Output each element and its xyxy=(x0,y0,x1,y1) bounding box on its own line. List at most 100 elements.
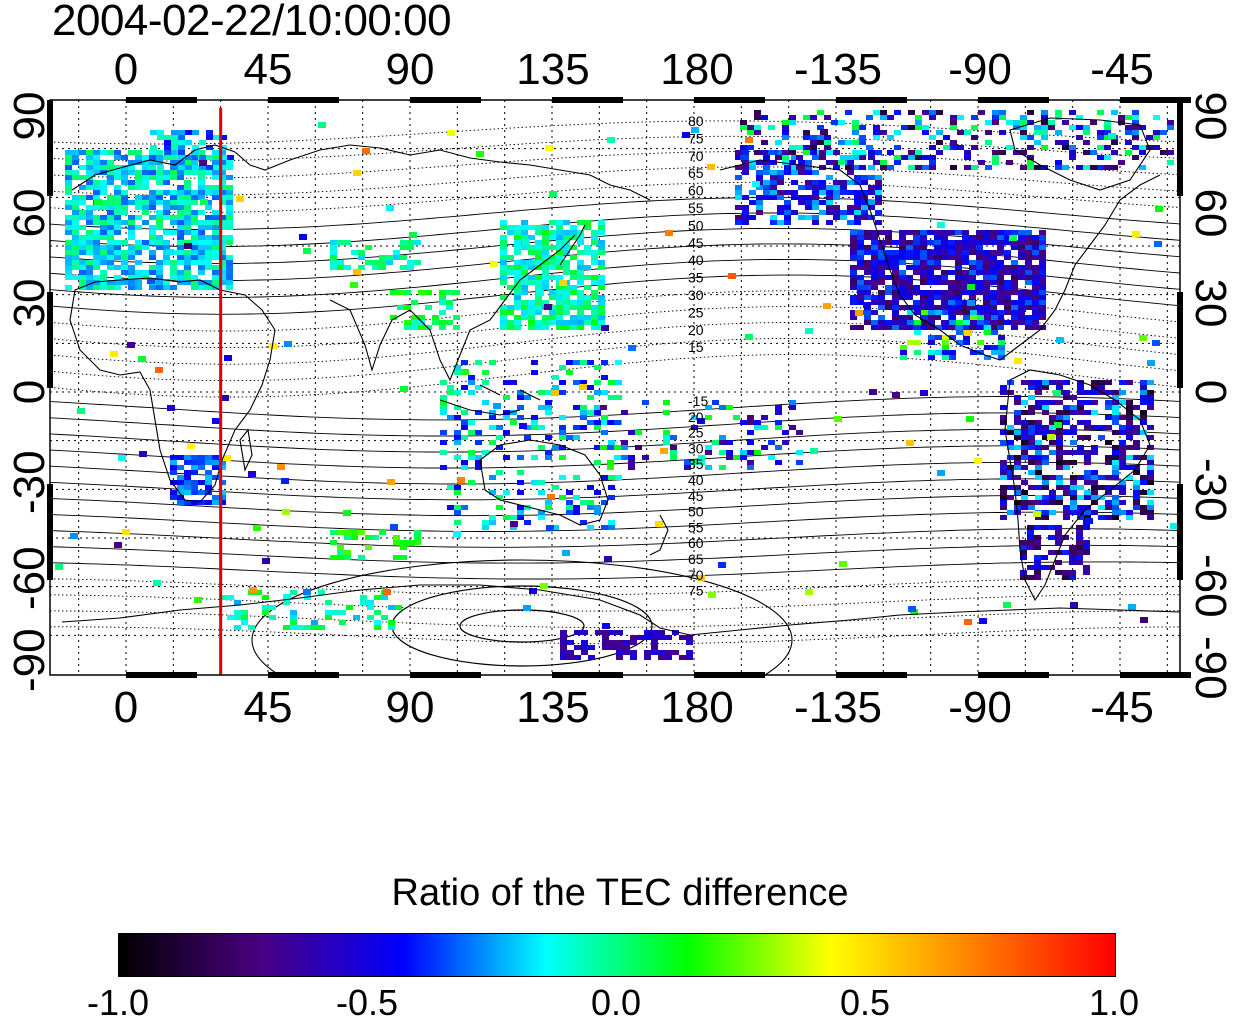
tec-pixel xyxy=(1014,420,1021,425)
tec-pixel xyxy=(997,280,1004,285)
tec-pixel xyxy=(1056,435,1063,440)
tec-pixel xyxy=(226,185,233,190)
tec-pixel xyxy=(79,225,86,230)
tec-pixel xyxy=(850,295,857,300)
tec-pixel xyxy=(857,245,864,250)
tec-pixel xyxy=(670,435,677,440)
tec-pixel xyxy=(538,390,545,395)
tec-pixel xyxy=(803,150,810,155)
tec-pixel xyxy=(1083,150,1090,155)
tec-pixel xyxy=(559,280,567,286)
tec-pixel xyxy=(503,455,510,460)
tec-pixel xyxy=(1000,390,1007,395)
tec-pixel xyxy=(777,175,784,180)
tec-pixel xyxy=(906,275,913,280)
tec-pixel xyxy=(447,415,454,420)
tec-pixel xyxy=(937,470,945,476)
tec-pixel xyxy=(686,655,693,660)
tec-pixel xyxy=(1077,410,1084,415)
tec-pixel xyxy=(517,395,524,400)
tec-pixel xyxy=(482,370,489,375)
tec-pixel xyxy=(475,440,482,445)
tec-pixel xyxy=(763,170,770,175)
tec-pixel xyxy=(1021,500,1028,505)
tec-pixel xyxy=(1097,165,1104,170)
tec-pixel xyxy=(440,465,447,470)
tec-pixel xyxy=(920,280,927,285)
tec-pixel xyxy=(337,260,344,265)
tec-pixel xyxy=(206,130,213,135)
tec-pixel xyxy=(1014,505,1021,510)
tec-pixel xyxy=(496,495,503,500)
tec-pixel xyxy=(281,478,289,484)
tec-pixel xyxy=(1069,550,1076,555)
tec-pixel xyxy=(899,290,906,295)
tec-pixel xyxy=(598,300,605,305)
tec-pixel xyxy=(205,265,212,270)
tec-pixel xyxy=(381,595,388,600)
tec-pixel xyxy=(191,200,198,205)
tec-pixel xyxy=(1104,135,1111,140)
tec-pixel xyxy=(861,190,868,195)
tec-pixel xyxy=(337,530,344,535)
tec-pixel xyxy=(850,285,857,290)
tec-pixel xyxy=(1056,400,1063,405)
tec-pixel xyxy=(957,130,964,135)
tec-pixel xyxy=(1048,525,1055,530)
tec-pixel xyxy=(1133,425,1140,430)
tec-pixel xyxy=(1041,555,1048,560)
coastline-south-america xyxy=(1004,369,1151,602)
tec-pixel xyxy=(1007,425,1014,430)
tec-pixel xyxy=(192,130,199,135)
tec-pixel xyxy=(65,215,72,220)
tec-pixel xyxy=(1118,115,1125,120)
tec-pixel xyxy=(861,210,868,215)
tec-pixel xyxy=(1049,475,1056,480)
tec-pixel xyxy=(142,180,149,185)
tec-pixel xyxy=(566,510,573,515)
tec-pixel xyxy=(1028,485,1035,490)
tec-pixel xyxy=(128,280,135,285)
tec-pixel xyxy=(1021,425,1028,430)
tec-pixel xyxy=(100,285,107,290)
tec-pixel xyxy=(602,645,609,650)
tec-pixel xyxy=(507,270,514,275)
tec-pixel xyxy=(156,190,163,195)
tec-pixel xyxy=(184,185,191,190)
tec-pixel xyxy=(587,395,594,400)
tec-pixel xyxy=(887,115,894,120)
tec-pixel xyxy=(1035,475,1042,480)
tec-pixel xyxy=(93,195,100,200)
tec-pixel xyxy=(503,515,510,520)
tec-pixel xyxy=(941,240,948,245)
tec-pixel xyxy=(1083,545,1090,550)
tec-pixel xyxy=(991,315,998,320)
tec-pixel xyxy=(820,129,828,135)
tec-pixel xyxy=(920,265,927,270)
tec-pixel xyxy=(1039,265,1046,270)
tec-pixel xyxy=(1111,110,1118,115)
tec-pixel xyxy=(1119,415,1126,420)
tec-pixel xyxy=(819,150,826,155)
tec-pixel xyxy=(1041,110,1048,115)
tec-pixel xyxy=(170,165,177,170)
tec-pixel xyxy=(212,475,219,480)
tec-pixel xyxy=(826,220,833,225)
tec-pixel xyxy=(584,245,591,250)
tec-pixel xyxy=(199,155,206,160)
tec-pixel xyxy=(574,655,581,660)
tec-pixel xyxy=(608,525,615,530)
tec-pixel xyxy=(998,335,1005,340)
tec-pixel xyxy=(707,164,715,170)
tec-pixel xyxy=(65,185,72,190)
tec-pixel xyxy=(1021,420,1028,425)
tec-pixel xyxy=(192,165,199,170)
tec-pixel xyxy=(574,645,581,650)
tec-pixel xyxy=(284,341,292,347)
tec-pixel xyxy=(868,150,875,155)
tec-pixel xyxy=(847,180,854,185)
tec-pixel xyxy=(591,310,598,315)
tec-pixel xyxy=(187,443,195,449)
tec-pixel xyxy=(414,530,421,535)
tec-pixel xyxy=(584,305,591,310)
